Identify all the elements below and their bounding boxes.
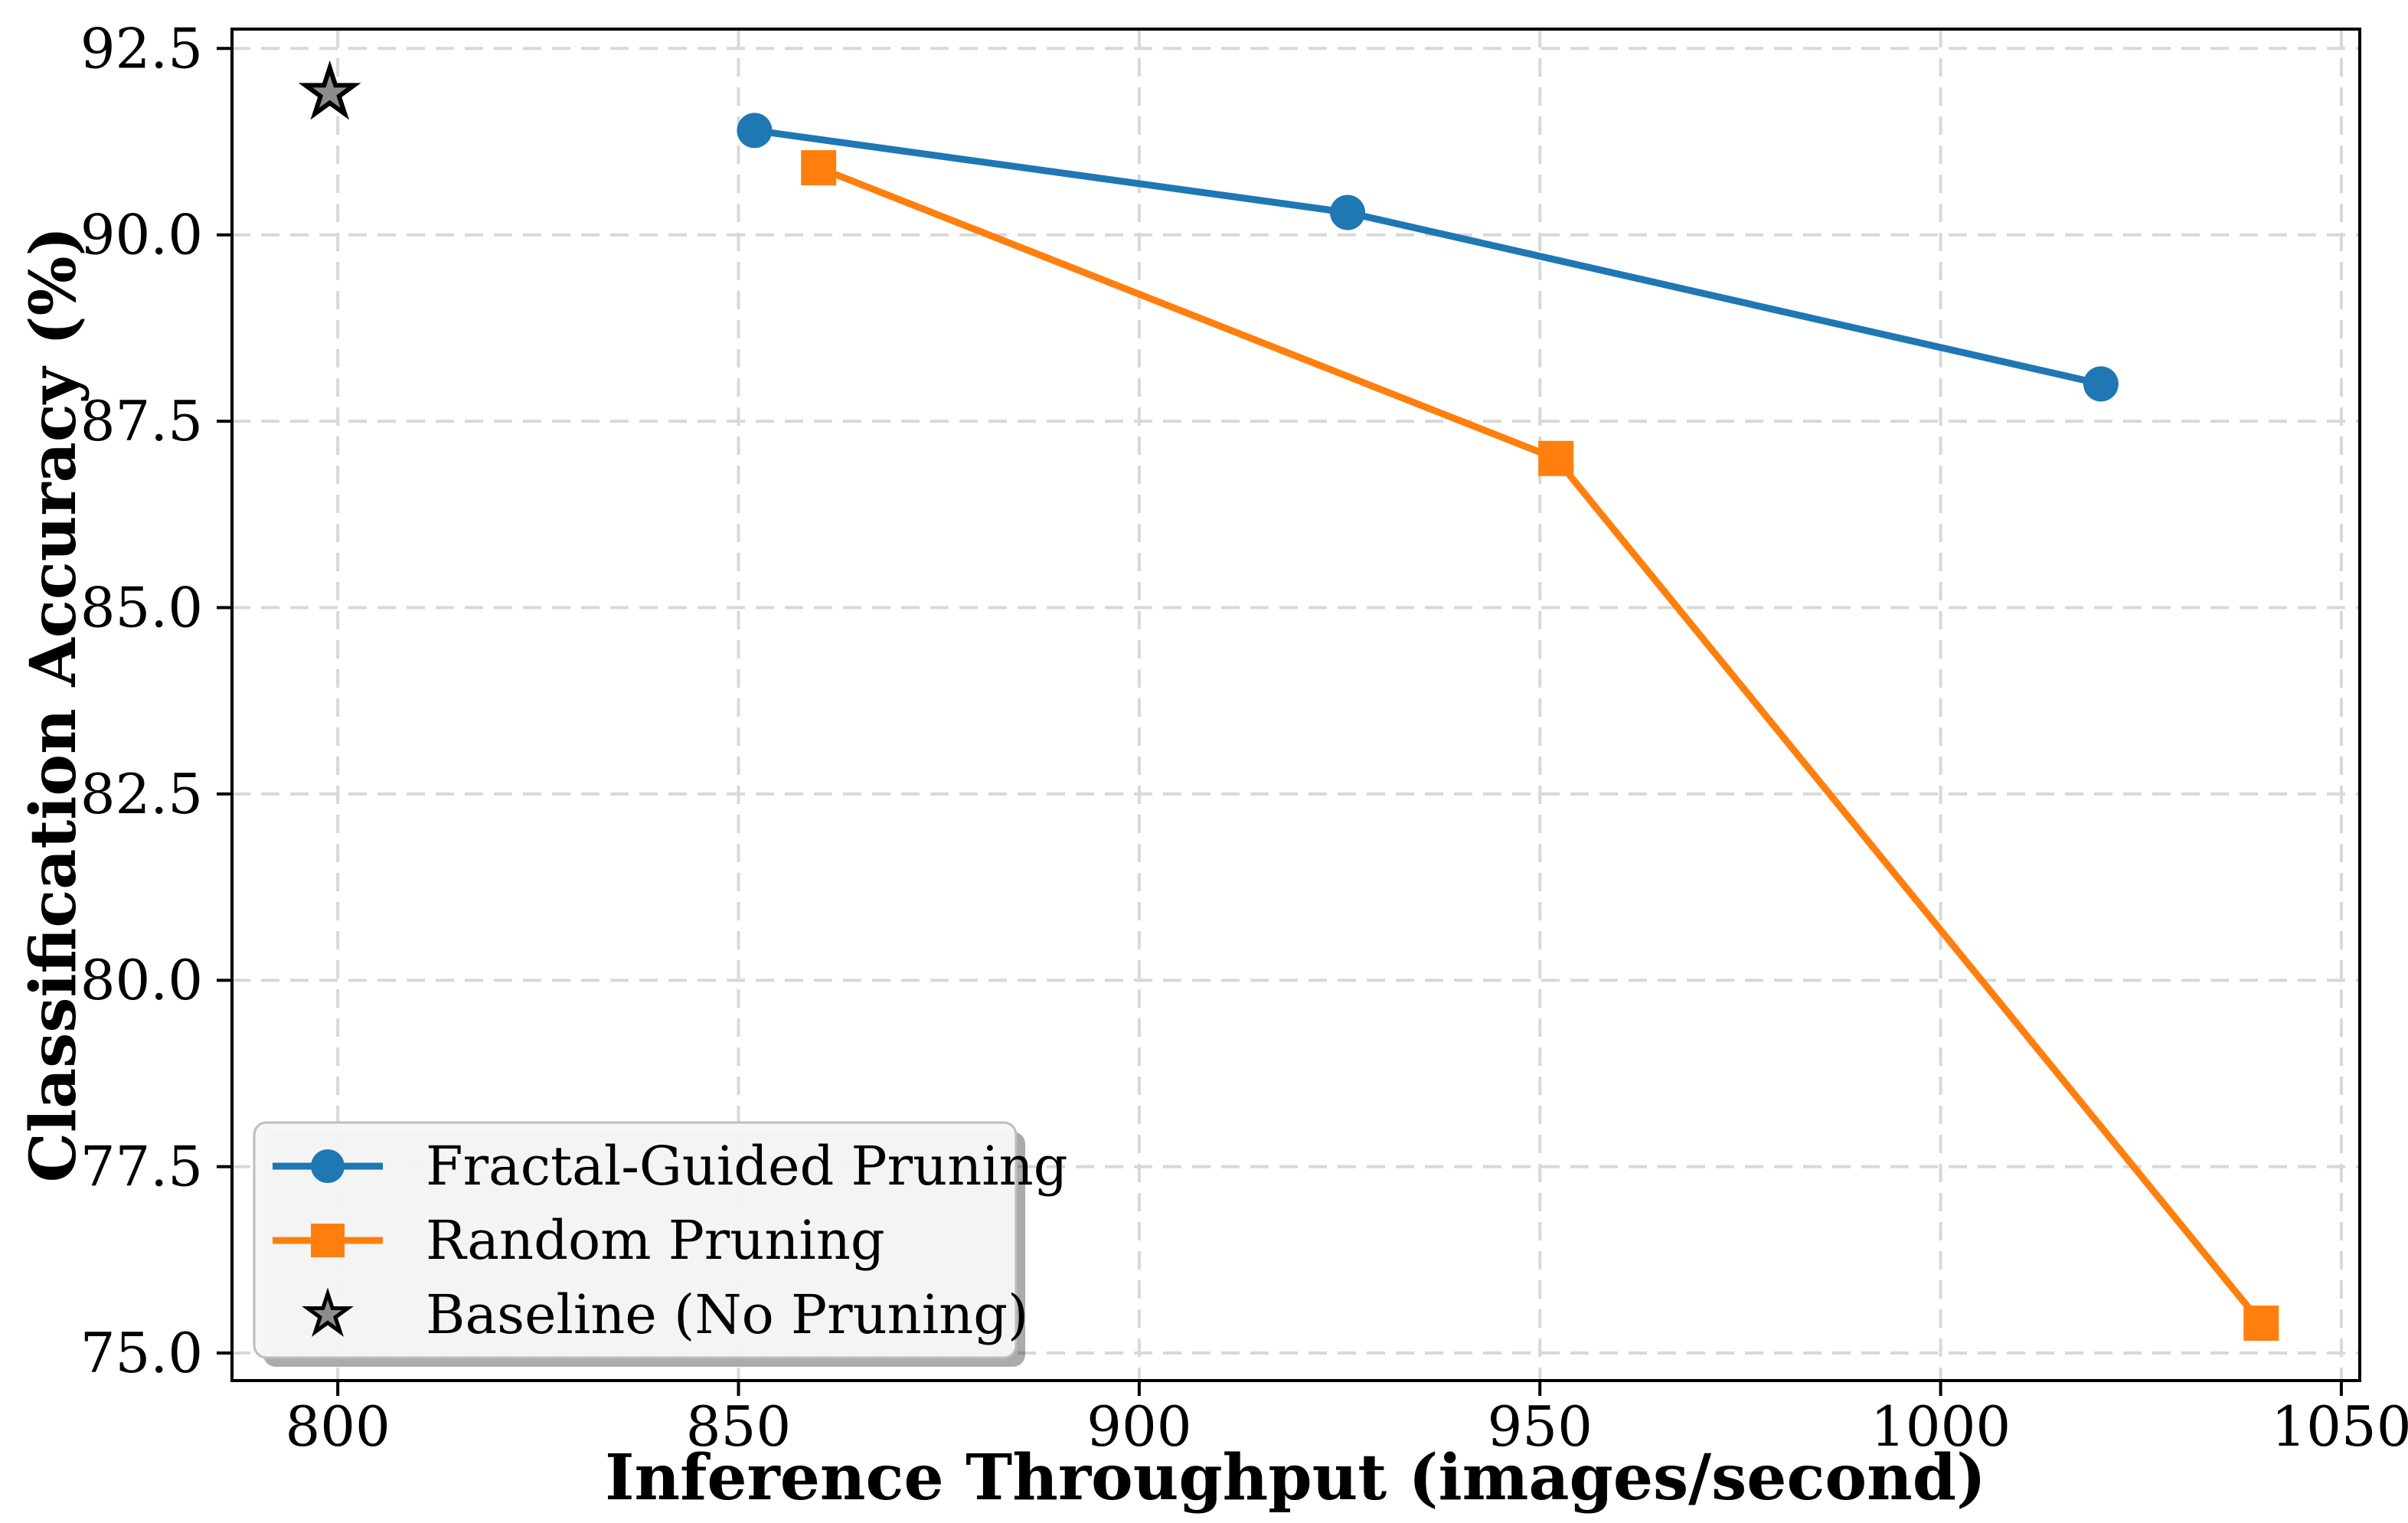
data-point-marker [737,113,773,149]
legend-box [253,1121,1018,1359]
legend-item-label: Random Pruning [426,1209,885,1272]
legend-item-marker [302,1287,354,1337]
legend-item-label: Baseline (No Pruning) [426,1283,1028,1346]
data-point-marker [298,60,361,120]
y-tick-label: 87.5 [80,389,203,453]
data-point-marker [1330,194,1366,230]
y-tick-label: 80.0 [80,948,203,1012]
series-layer [298,60,2279,1342]
legend-item-marker [311,1224,345,1257]
y-tick-label: 85.0 [80,575,203,639]
tick-layer: 800 850 900 950 1000 1050 75.0 77.5 80.0 82.5 85.0… [80,16,2408,1459]
plot-frame [230,28,2361,1382]
x-axis-title: Inference Throughput (images/second) [605,1441,1986,1515]
y-tick-label: 75.0 [80,1321,203,1385]
y-tick-label: 82.5 [80,762,203,826]
x-tick-label: 800 [285,1394,390,1459]
y-tick-label: 90.0 [80,203,203,267]
data-point-marker [1538,440,1574,476]
y-tick-label: 92.5 [80,16,203,80]
x-tick-label: 950 [1488,1394,1593,1459]
legend-item-label: Fractal-Guided Pruning [426,1135,1068,1198]
legend: Fractal-Guided Pruning Random Pruning Base… [253,1121,1068,1367]
legend-item-marker [311,1149,345,1183]
x-tick-label: 900 [1086,1394,1191,1459]
x-tick-label: 1000 [1871,1394,2011,1459]
series-line [751,126,2105,387]
x-tick-label: 850 [686,1394,791,1459]
x-tick-label: 1050 [2271,1394,2408,1459]
y-axis-title: Classification Accuracy (%) [17,227,90,1183]
y-tick-label: 77.5 [80,1135,203,1199]
data-point-marker [801,150,837,186]
data-point-marker [2243,1306,2279,1342]
data-point-marker [2083,366,2119,402]
